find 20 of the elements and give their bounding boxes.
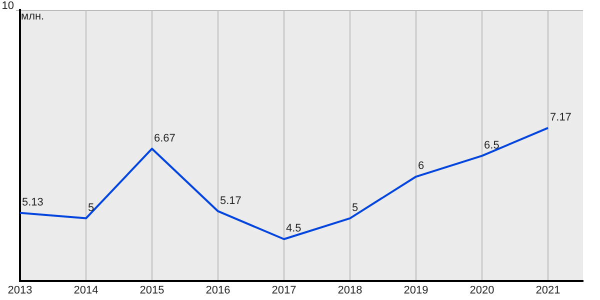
x-tick-label: 2013 bbox=[8, 284, 32, 296]
data-label: 5.13 bbox=[22, 196, 44, 208]
x-tick-label: 2020 bbox=[470, 284, 494, 296]
x-tick-label: 2021 bbox=[536, 284, 560, 296]
x-tick-label: 2017 bbox=[272, 284, 296, 296]
x-tick-label: 2019 bbox=[404, 284, 428, 296]
data-label: 6 bbox=[418, 160, 424, 172]
x-tick-label: 2014 bbox=[74, 284, 98, 296]
data-label: 5 bbox=[88, 202, 94, 214]
data-label: 6.5 bbox=[484, 139, 500, 152]
x-tick-label: 2015 bbox=[140, 284, 164, 296]
y-axis-title: млн. bbox=[21, 10, 44, 23]
data-label: 6.67 bbox=[154, 132, 176, 144]
data-label: 4.5 bbox=[286, 222, 302, 235]
text: 10 bbox=[2, 0, 14, 12]
data-label: 5 bbox=[352, 202, 358, 214]
x-tick-label: 2018 bbox=[338, 284, 362, 296]
x-tick-label: 2016 bbox=[206, 284, 230, 296]
data-label: 7.17 bbox=[550, 111, 572, 124]
data-label: 5.17 bbox=[220, 194, 242, 207]
